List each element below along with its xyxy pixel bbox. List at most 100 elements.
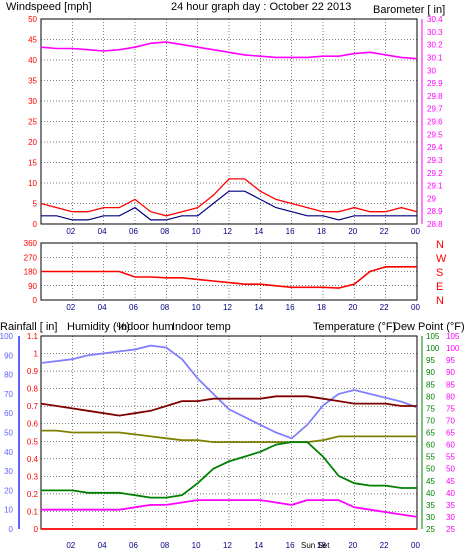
temperature-tick: 85 (426, 380, 435, 389)
rain-tick: 1 (34, 350, 39, 359)
temperature-tick: 35 (426, 501, 435, 510)
dew-point-tick: 50 (446, 465, 455, 474)
windspeed-tick: 10 (28, 179, 37, 188)
humidity-axis-label: Humidity (%) (67, 321, 130, 333)
barometer-tick: 29.2 (427, 169, 443, 178)
barometer-tick: 28.9 (427, 207, 443, 216)
rain-tick: 0 (34, 525, 39, 534)
rain-tick: 0.5 (27, 437, 39, 446)
barometer-tick: 29.6 (427, 118, 443, 127)
dew-point-tick: 65 (446, 429, 455, 438)
barometer-tick: 29 (427, 194, 436, 203)
x-tick-label: 08 (160, 541, 169, 550)
windspeed-tick: 20 (28, 138, 37, 147)
windspeed-tick: 50 (28, 15, 37, 24)
x-tick-label: 10 (192, 227, 201, 236)
indoor-hum-axis-label: Indoor hum (118, 321, 174, 333)
temperature-tick: 90 (426, 368, 435, 377)
barometer-tick: 29.3 (427, 156, 443, 165)
x-tick-label: 02 (66, 227, 75, 236)
x-tick-label: 12 (223, 227, 232, 236)
x-tick-label: 00 (411, 303, 420, 312)
dew-point-tick: 85 (446, 380, 455, 389)
temperature-tick: 40 (426, 489, 435, 498)
barometer-tick: 30.1 (427, 53, 443, 62)
series-lines (40, 41, 418, 530)
x-tick-label: 20 (348, 303, 357, 312)
dew-point-tick: 70 (446, 416, 455, 425)
compass-w: W (436, 253, 447, 265)
humidity-tick: 60 (4, 409, 13, 418)
humidity-tick: 10 (4, 506, 13, 515)
rain-tick: 0.7 (27, 402, 39, 411)
dew-point-tick: 35 (446, 501, 455, 510)
rain-tick: 0.3 (27, 472, 39, 481)
x-tick-label: 04 (98, 227, 107, 236)
rainfall-axis-label: Rainfall [ in] (0, 321, 57, 333)
dew-point-tick: 80 (446, 392, 455, 401)
x-tick-label: 10 (192, 541, 201, 550)
humidity-tick: 40 (4, 448, 13, 457)
x-tick-label: 06 (129, 227, 138, 236)
temperature-tick: 45 (426, 477, 435, 486)
rain-tick: 0.4 (27, 455, 39, 464)
indoor-temp-axis-label: Indoor temp (172, 321, 231, 333)
x-tick-label: 14 (254, 541, 263, 550)
series-dew-point (41, 499, 418, 518)
x-tick-label: 16 (286, 227, 295, 236)
x-tick-label: 06 (129, 303, 138, 312)
compass-n: N (436, 295, 444, 307)
series-indoor-hum (41, 429, 417, 444)
temperature-tick: 80 (426, 392, 435, 401)
temperature-tick: 100 (426, 344, 440, 353)
windspeed-tick: 15 (28, 159, 37, 168)
humidity-tick: 20 (4, 486, 13, 495)
humidity-tick: 0 (9, 525, 14, 534)
rain-tick: 0.6 (27, 420, 39, 429)
temperature-tick: 105 (426, 332, 440, 341)
temperature-tick: 25 (426, 525, 435, 534)
compass-s: S (436, 267, 443, 279)
humidity-tick: 50 (4, 429, 13, 438)
windspeed-tick: 35 (28, 77, 37, 86)
x-tick-label: 12 (223, 303, 232, 312)
barometer-tick: 30.4 (427, 15, 443, 24)
windspeed-tick: 25 (28, 118, 37, 127)
x-tick-label: 20 (348, 227, 357, 236)
temperature-tick: 65 (426, 429, 435, 438)
barometer-tick: 29.9 (427, 79, 443, 88)
humidity-tick: 80 (4, 371, 13, 380)
barometer-tick: 29.1 (427, 182, 443, 191)
page-title: 24 hour graph day : October 22 2013 (171, 1, 351, 13)
dew-point-tick: 100 (446, 344, 460, 353)
dew-point-tick: 25 (446, 525, 455, 534)
x-tick-label: 18 (317, 303, 326, 312)
dew-point-tick: 105 (446, 332, 460, 341)
x-tick-label: 08 (160, 303, 169, 312)
barometer-line (40, 41, 418, 60)
x-tick-label: 14 (254, 303, 263, 312)
dew-point-tick: 40 (446, 489, 455, 498)
windspeed-tick: 5 (33, 200, 38, 209)
dew-point-tick: 60 (446, 441, 455, 450)
direction-tick: 0 (33, 296, 38, 305)
x-tick-label: 00 (411, 541, 420, 550)
x-tick-label: 16 (286, 303, 295, 312)
dew-point-tick: 30 (446, 513, 455, 522)
series-temperature (41, 441, 417, 499)
windspeed-tick: 30 (28, 97, 37, 106)
windspeed-gust-line (40, 178, 418, 217)
windspeed-avg-line (41, 190, 417, 221)
humidity-tick: 100 (0, 332, 14, 341)
sun-set-label: Sun Set (301, 541, 330, 550)
x-tick-label: 14 (254, 227, 263, 236)
x-tick-label: 20 (348, 541, 357, 550)
dew-point-tick: 90 (446, 368, 455, 377)
x-tick-label: 22 (380, 227, 389, 236)
compass-n: N (436, 239, 444, 251)
dew-point-tick: 55 (446, 453, 455, 462)
direction-tick: 360 (24, 239, 38, 248)
x-tick-label: 10 (192, 303, 201, 312)
barometer-tick: 30 (427, 66, 436, 75)
